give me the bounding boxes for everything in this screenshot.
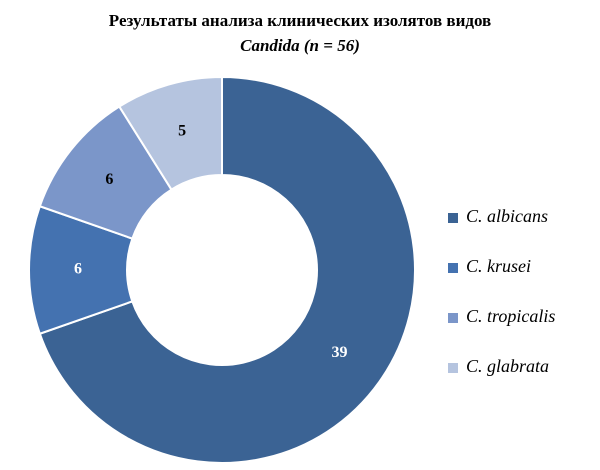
legend-label: C. tropicalis [466, 306, 555, 326]
chart-title: Результаты анализа клинических изолятов … [109, 11, 491, 30]
legend-marker [448, 263, 458, 273]
legend-label: C. glabrata [466, 356, 549, 376]
data-label: 5 [178, 122, 186, 139]
slice [38, 75, 416, 464]
legend-marker [448, 363, 458, 373]
data-label: 6 [105, 171, 113, 188]
data-label: 39 [331, 344, 347, 361]
legend-label: C. krusei [466, 256, 531, 276]
slice [117, 75, 223, 191]
legend-marker [448, 313, 458, 323]
legend-marker [448, 213, 458, 223]
chart-title: Candida (n = 56) [240, 36, 360, 55]
data-label: 6 [74, 261, 82, 278]
legend-label: C. albicans [466, 206, 548, 226]
